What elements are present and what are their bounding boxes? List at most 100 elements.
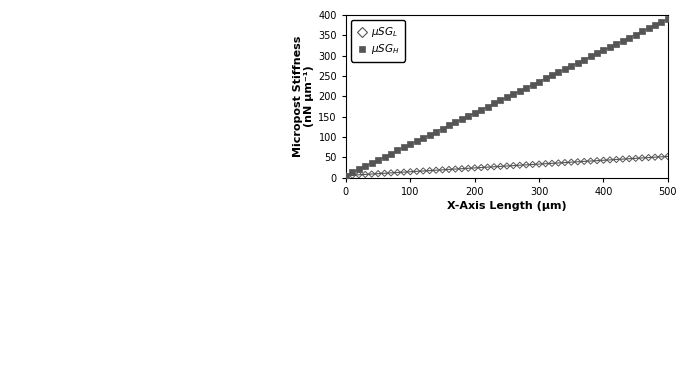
- Point: [411, 138, 422, 144]
- Point: [553, 69, 564, 75]
- Point: [463, 165, 474, 171]
- Point: [630, 155, 641, 161]
- Point: [405, 141, 416, 147]
- Point: [456, 116, 467, 122]
- Point: [424, 168, 435, 174]
- Point: [547, 72, 558, 78]
- Point: [572, 60, 583, 66]
- Point: [450, 120, 461, 125]
- Point: [424, 132, 435, 138]
- Point: [392, 169, 403, 175]
- Point: [585, 54, 596, 60]
- Point: [624, 156, 635, 162]
- Point: [456, 166, 467, 172]
- Point: [560, 66, 571, 72]
- Point: [443, 122, 454, 128]
- Point: [604, 157, 615, 163]
- Point: [617, 38, 628, 44]
- Point: [611, 157, 622, 162]
- Point: [598, 157, 609, 163]
- Point: [636, 28, 647, 34]
- Point: [360, 171, 371, 177]
- Point: [366, 171, 377, 177]
- Point: [508, 163, 519, 169]
- Point: [611, 41, 622, 47]
- Point: [450, 166, 461, 172]
- Point: [604, 44, 615, 50]
- Point: [386, 170, 397, 176]
- Point: [649, 22, 660, 28]
- Point: [514, 162, 525, 168]
- Point: [579, 57, 590, 63]
- Point: [643, 155, 654, 161]
- Point: [540, 75, 551, 81]
- Point: [540, 161, 551, 167]
- Point: [399, 169, 410, 175]
- Point: [501, 163, 512, 169]
- Point: [527, 162, 538, 168]
- Point: [437, 167, 448, 173]
- Point: [443, 166, 454, 172]
- Point: [547, 160, 558, 166]
- Point: [560, 159, 571, 165]
- Point: [643, 25, 654, 31]
- Point: [624, 35, 635, 41]
- Point: [392, 148, 403, 154]
- X-axis label: X-Axis Length (μm): X-Axis Length (μm): [447, 201, 566, 211]
- Point: [482, 104, 493, 110]
- Point: [386, 151, 397, 157]
- Point: [534, 161, 545, 167]
- Point: [340, 172, 351, 178]
- Point: [566, 63, 577, 69]
- Point: [431, 167, 442, 173]
- Point: [521, 162, 532, 168]
- Point: [373, 171, 384, 176]
- Point: [534, 78, 545, 84]
- Point: [463, 113, 474, 119]
- Point: [360, 163, 371, 169]
- Point: [488, 164, 499, 170]
- Point: [495, 97, 506, 103]
- Point: [379, 154, 390, 160]
- Point: [469, 110, 480, 116]
- Point: [649, 154, 660, 160]
- Point: [366, 160, 377, 166]
- Point: [592, 50, 603, 56]
- Point: [482, 164, 493, 170]
- Point: [399, 144, 410, 150]
- Point: [379, 170, 390, 176]
- Point: [353, 166, 364, 172]
- Point: [495, 164, 506, 169]
- Point: [636, 155, 647, 161]
- Point: [585, 158, 596, 164]
- Point: [475, 165, 486, 171]
- Point: [553, 160, 564, 166]
- Point: [418, 135, 429, 141]
- Point: [431, 129, 442, 135]
- Point: [469, 165, 480, 171]
- Point: [437, 125, 448, 131]
- Point: [521, 85, 532, 91]
- Point: [566, 159, 577, 165]
- Point: [617, 156, 628, 162]
- Text: C: C: [325, 0, 338, 4]
- Point: [353, 172, 364, 178]
- Legend: $\mathit{\mu}SG_L$, $\mathit{\mu}SG_H$: $\mathit{\mu}SG_L$, $\mathit{\mu}SG_H$: [351, 20, 405, 61]
- Point: [656, 154, 667, 160]
- Point: [514, 88, 525, 94]
- Point: [662, 154, 673, 159]
- Point: [579, 158, 590, 164]
- Point: [656, 19, 667, 25]
- Point: [508, 91, 519, 97]
- Point: [527, 82, 538, 88]
- Point: [347, 172, 358, 178]
- Point: [347, 169, 358, 175]
- Point: [662, 16, 673, 22]
- Point: [598, 47, 609, 53]
- Y-axis label: Micropost Stiffness
(nN μm⁻¹): Micropost Stiffness (nN μm⁻¹): [292, 36, 314, 157]
- Point: [411, 168, 422, 174]
- Point: [501, 94, 512, 100]
- Point: [572, 159, 583, 165]
- Point: [488, 101, 499, 107]
- Point: [418, 168, 429, 174]
